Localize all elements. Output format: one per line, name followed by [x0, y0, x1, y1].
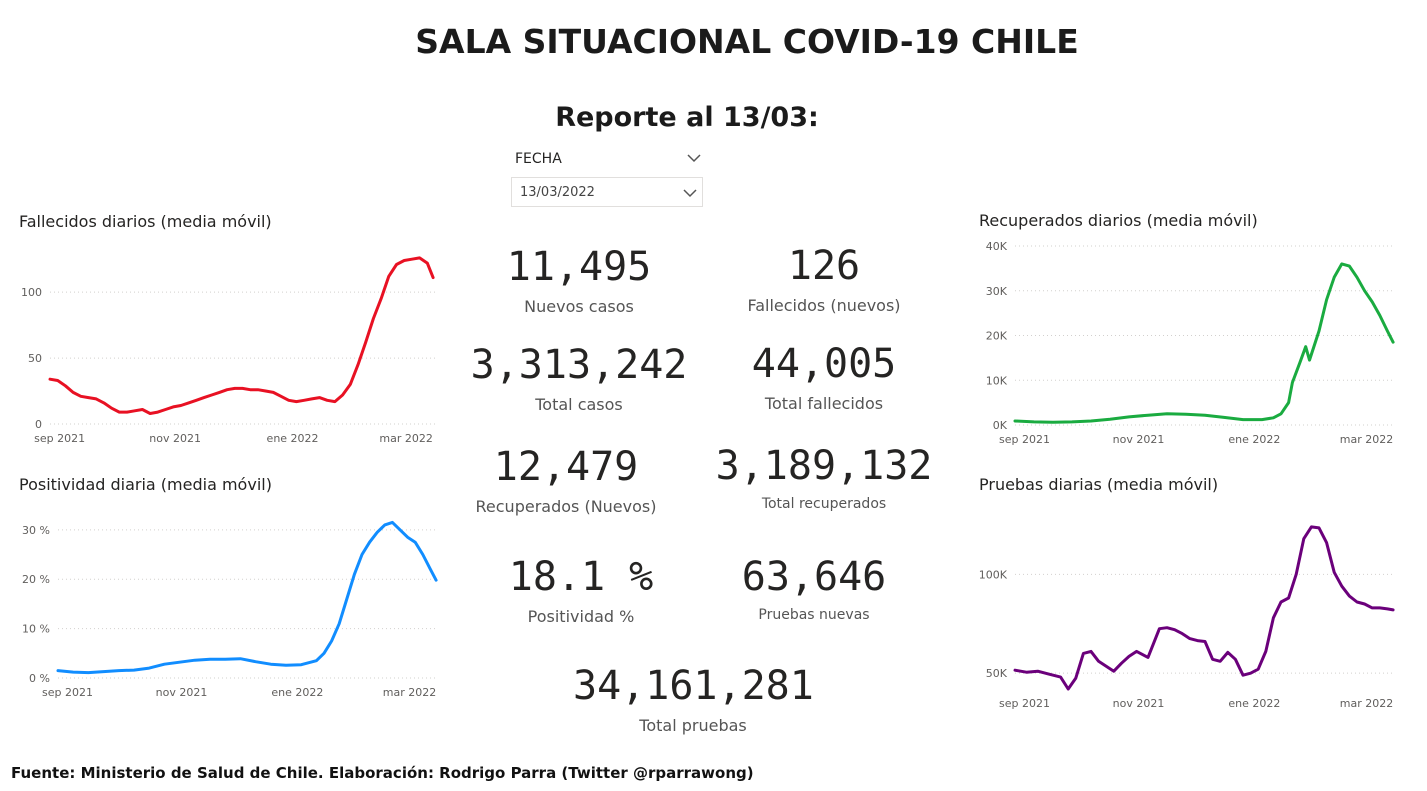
kpi-value: 63,646 [741, 554, 887, 600]
y-tick-label: 50 [28, 352, 42, 365]
x-tick-label: sep 2021 [999, 433, 1050, 446]
y-tick-label: 100 [21, 286, 42, 299]
kpi-value: 11,495 [506, 244, 652, 290]
y-tick-label: 0 % [29, 672, 50, 685]
x-tick-label: sep 2021 [999, 697, 1050, 710]
y-tick-label: 20 % [22, 573, 50, 586]
x-tick-label: nov 2021 [149, 432, 201, 445]
y-tick-label: 0 [35, 418, 42, 431]
kpi-pruebas-nuevas: 63,646 Pruebas nuevas [714, 557, 914, 623]
kpi-total-casos: 3,313,242 Total casos [469, 345, 689, 414]
kpi-label: Total pruebas [639, 716, 747, 735]
kpi-recuperados-nuevos: 12,479 Recuperados (Nuevos) [456, 447, 676, 516]
kpi-value: 34,161,281 [573, 663, 814, 709]
kpi-label: Fallecidos (nuevos) [747, 296, 901, 315]
chart-pruebas: 50K 100K sep 2021 nov 2021 ene 2022 mar 2022 [979, 525, 1395, 710]
x-tick-label: sep 2021 [34, 432, 85, 445]
y-tick-label: 40K [986, 240, 1008, 253]
x-tick-label: nov 2021 [156, 686, 208, 699]
x-tick-label: nov 2021 [1113, 433, 1165, 446]
kpi-label: Positividad % [527, 607, 635, 626]
kpi-value: 126 [787, 243, 861, 289]
kpi-label: Nuevos casos [524, 297, 634, 316]
series-line [48, 256, 435, 415]
y-tick-label: 30 % [22, 524, 50, 537]
y-tick-label: 10K [986, 374, 1008, 387]
kpi-value: 44,005 [751, 341, 897, 387]
x-tick-label: mar 2022 [379, 432, 432, 445]
x-tick-label: ene 2022 [267, 432, 319, 445]
kpi-total-fallecidos: 44,005 Total fallecidos [714, 344, 934, 413]
kpi-total-pruebas: 34,161,281 Total pruebas [573, 663, 814, 735]
kpi-fallecidos-nuevos: 126 Fallecidos (nuevos) [724, 246, 924, 315]
x-tick-label: nov 2021 [1113, 697, 1165, 710]
x-tick-label: mar 2022 [1340, 433, 1393, 446]
chart-fallecidos: 0 50 100 sep 2021 nov 2021 ene 2022 mar 2022 [21, 256, 435, 445]
kpi-value: 12,479 [493, 444, 639, 490]
x-tick-label: mar 2022 [383, 686, 436, 699]
x-tick-label: ene 2022 [1228, 697, 1280, 710]
y-tick-label: 10 % [22, 623, 50, 636]
chart-title-recuperados: Recuperados diarios (media móvil) [979, 211, 1258, 230]
slicer-label: FECHA [515, 151, 562, 167]
kpi-value: 3,189,132 [715, 443, 933, 489]
source-footer: Fuente: Ministerio de Salud de Chile. El… [11, 764, 754, 782]
y-tick-label: 20K [986, 330, 1008, 343]
kpi-label: Recuperados (Nuevos) [475, 497, 657, 516]
date-dropdown[interactable]: 13/03/2022 [511, 177, 703, 207]
y-tick-label: 100K [979, 568, 1008, 581]
report-subtitle: Reporte al 13/03: [555, 102, 819, 133]
kpi-value: 3,313,242 [470, 342, 688, 388]
kpi-label: Pruebas nuevas [758, 607, 870, 623]
y-tick-label: 0K [993, 419, 1008, 432]
kpi-total-recuperados: 3,189,132 Total recuperados [704, 446, 944, 512]
date-dropdown-value: 13/03/2022 [520, 185, 595, 200]
series-line [56, 520, 438, 675]
kpi-positividad: 18.1 % Positividad % [481, 557, 681, 626]
chevron-down-icon[interactable] [686, 152, 702, 164]
x-tick-label: mar 2022 [1340, 697, 1393, 710]
y-tick-label: 50K [986, 667, 1008, 680]
chart-title-positividad: Positividad diaria (media móvil) [19, 475, 272, 494]
kpi-label: Total fallecidos [764, 394, 884, 413]
kpi-nuevos-casos: 11,495 Nuevos casos [479, 247, 679, 316]
kpi-label: Total recuperados [761, 496, 887, 512]
y-tick-label: 30K [986, 285, 1008, 298]
x-tick-label: ene 2022 [1228, 433, 1280, 446]
chevron-down-icon[interactable] [682, 187, 698, 199]
x-tick-label: ene 2022 [271, 686, 323, 699]
kpi-value: 18.1 % [508, 554, 654, 600]
series-line [1013, 525, 1395, 691]
series-line [1013, 262, 1395, 424]
chart-recuperados: 0K 10K 20K 30K 40K sep 2021 nov 2021 ene 2022 ma… [986, 240, 1395, 446]
chart-positividad: 0 % 10 % 20 % 30 % sep 2021 nov 2021 ene 2022 m… [22, 520, 438, 699]
x-tick-label: sep 2021 [42, 686, 93, 699]
chart-title-fallecidos: Fallecidos diarios (media móvil) [19, 212, 272, 231]
chart-title-pruebas: Pruebas diarias (media móvil) [979, 475, 1219, 494]
kpi-label: Total casos [535, 395, 623, 414]
page-title: SALA SITUACIONAL COVID-19 CHILE [415, 22, 1079, 61]
